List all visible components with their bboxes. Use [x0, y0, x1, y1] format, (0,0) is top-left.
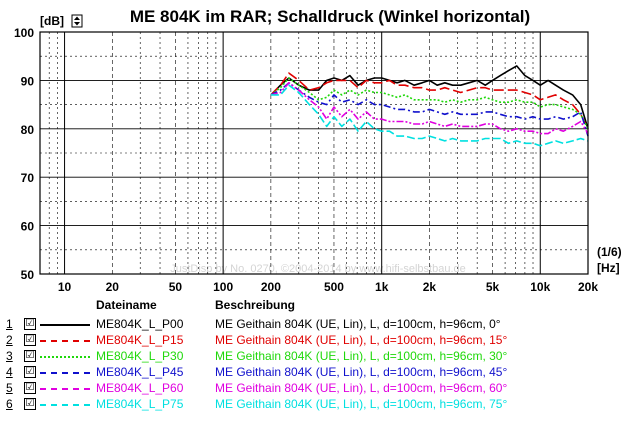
x-axis-resolution: (1/6): [597, 245, 622, 259]
legend-row[interactable]: 1 ☑ ME804K_L_P00 ME Geithain 804K (UE, Lin)…: [0, 317, 624, 333]
series-line-4: [270, 82, 589, 137]
legend-file-name: ME804K_L_P15: [96, 333, 184, 347]
grid: [40, 32, 588, 274]
legend-checkbox[interactable]: ☑: [24, 398, 36, 410]
legend-line-swatch: [40, 372, 90, 374]
y-tick-labels: 50 60 70 80 90 100: [14, 26, 34, 282]
x-tick-label: 50: [169, 280, 183, 294]
series-line-6: [270, 84, 589, 147]
series-group: [270, 65, 589, 147]
legend-checkbox[interactable]: ☑: [24, 350, 36, 362]
legend-row[interactable]: 3 ☑ ME804K_L_P30 ME Geithain 804K (UE, Lin)…: [0, 349, 624, 365]
legend-description: ME Geithain 804K (UE, Lin), L, d=100cm, …: [215, 333, 508, 347]
legend-file-name: ME804K_L_P45: [96, 365, 184, 379]
legend-header-file: Dateiname: [96, 298, 157, 312]
x-tick-label: 2k: [423, 280, 437, 294]
legend-line-swatch: [40, 404, 90, 406]
series-line-2: [270, 72, 589, 130]
legend-checkbox[interactable]: ☑: [24, 366, 36, 378]
legend-description: ME Geithain 804K (UE, Lin), L, d=100cm, …: [215, 365, 508, 379]
legend-line-swatch: [40, 324, 90, 326]
y-tick-label: 90: [21, 74, 35, 88]
chart-title: ME 804K im RAR; Schalldruck (Winkel hori…: [130, 7, 530, 26]
legend-row-number[interactable]: 4: [6, 365, 13, 379]
y-tick-label: 70: [21, 171, 35, 185]
legend-checkbox[interactable]: ☑: [24, 318, 36, 330]
legend-description: ME Geithain 804K (UE, Lin), L, d=100cm, …: [215, 381, 508, 395]
legend-row-number[interactable]: 5: [6, 381, 13, 395]
x-tick-label: 100: [213, 280, 233, 294]
x-axis-unit: [Hz]: [597, 261, 620, 275]
legend-header-desc: Beschreibung: [215, 298, 296, 312]
legend-description: ME Geithain 804K (UE, Lin), L, d=100cm, …: [215, 349, 508, 363]
legend-row[interactable]: 5 ☑ ME804K_L_P60 ME Geithain 804K (UE, Lin)…: [0, 381, 624, 397]
x-tick-label: 10k: [530, 280, 550, 294]
watermark: JustDisp by No. 0270, ©2004-2014 by www.…: [170, 263, 466, 275]
legend-row[interactable]: 2 ☑ ME804K_L_P15 ME Geithain 804K (UE, Lin)…: [0, 333, 624, 349]
legend-row-number[interactable]: 2: [6, 333, 13, 347]
legend-row-number[interactable]: 6: [6, 397, 13, 411]
legend-file-name: ME804K_L_P75: [96, 397, 184, 411]
spin-icon[interactable]: [71, 14, 83, 28]
y-axis-unit: [dB]: [40, 14, 64, 28]
legend-checkbox[interactable]: ☑: [24, 382, 36, 394]
x-tick-label: 10: [58, 280, 72, 294]
plot-frame: [39, 31, 589, 275]
legend-row[interactable]: 6 ☑ ME804K_L_P75 ME Geithain 804K (UE, Lin)…: [0, 397, 624, 413]
legend-file-name: ME804K_L_P00: [96, 317, 184, 331]
y-tick-label: 80: [21, 123, 35, 137]
legend-file-name: ME804K_L_P60: [96, 381, 184, 395]
legend-line-swatch: [40, 356, 90, 358]
y-tick-label: 50: [21, 268, 35, 282]
legend-row-number[interactable]: 1: [6, 317, 13, 331]
legend-checkbox[interactable]: ☑: [24, 334, 36, 346]
legend-line-swatch: [40, 388, 90, 390]
frequency-response-chart: ME 804K im RAR; Schalldruck (Winkel hori…: [14, 7, 622, 294]
x-tick-label: 20k: [578, 280, 598, 294]
x-tick-label: 20: [106, 280, 120, 294]
x-tick-label: 5k: [486, 280, 500, 294]
legend-row-number[interactable]: 3: [6, 349, 13, 363]
series-line-5: [270, 82, 589, 135]
x-tick-labels: 10 20 50 100 200 500 1k 2k 5k 10k 20k: [58, 280, 598, 294]
legend-row[interactable]: 4 ☑ ME804K_L_P45 ME Geithain 804K (UE, Lin)…: [0, 365, 624, 381]
legend-description: ME Geithain 804K (UE, Lin), L, d=100cm, …: [215, 317, 501, 331]
y-tick-label: 100: [14, 26, 34, 40]
y-tick-label: 60: [21, 220, 35, 234]
legend-description: ME Geithain 804K (UE, Lin), L, d=100cm, …: [215, 397, 508, 411]
legend-file-name: ME804K_L_P30: [96, 349, 184, 363]
series-line-1: [270, 65, 589, 130]
legend-line-swatch: [40, 340, 90, 342]
x-tick-label: 500: [324, 280, 344, 294]
x-tick-label: 200: [261, 280, 281, 294]
x-tick-label: 1k: [375, 280, 389, 294]
